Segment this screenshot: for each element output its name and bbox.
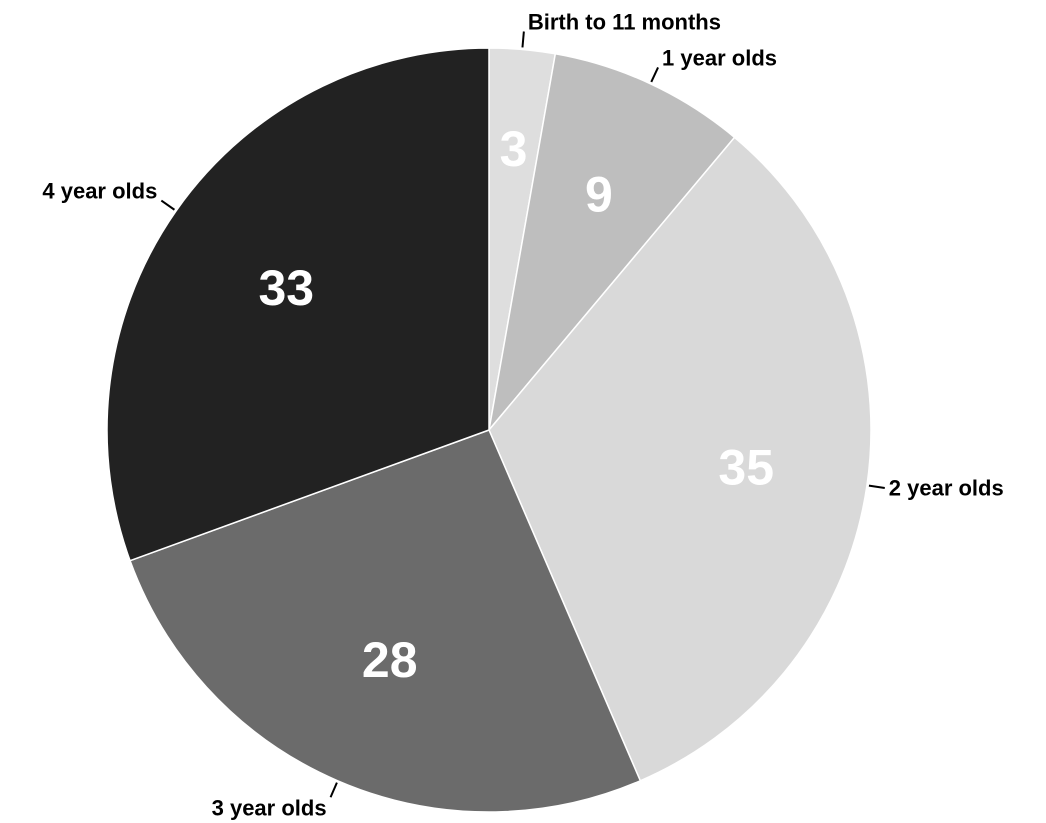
value-label-2-year-olds: 35 <box>718 440 774 496</box>
pie-slices <box>106 47 872 813</box>
pie-slice-2-year-olds <box>488 136 872 782</box>
value-label-1-year-olds: 9 <box>585 166 613 222</box>
category-label-3-year-olds: 3 year olds <box>212 795 327 820</box>
value-label-birth-to-11-months: 3 <box>500 121 528 177</box>
value-labels: 3 9 35 28 33 <box>258 121 774 688</box>
category-label-4-year-olds: 4 year olds <box>42 179 157 204</box>
leader-line-4-year-olds <box>160 199 176 211</box>
pie-slice-3-year-olds <box>129 429 642 813</box>
leader-line-birth-to-11-months <box>521 31 525 48</box>
category-label-1-year-olds: 1 year olds <box>662 45 777 70</box>
category-labels: Birth to 11 months 1 year olds 2 year olds… <box>42 10 1003 821</box>
category-label-2-year-olds: 2 year olds <box>889 475 1004 500</box>
pie-slice-1-year-olds <box>487 52 736 433</box>
leader-line-2-year-olds <box>868 484 885 489</box>
category-label-birth-to-11-months: Birth to 11 months <box>528 10 721 35</box>
value-label-3-year-olds: 28 <box>362 632 418 688</box>
value-label-4-year-olds: 33 <box>258 260 314 316</box>
leader-line-3-year-olds <box>329 782 338 798</box>
leader-line-1-year-olds <box>650 67 659 83</box>
leader-lines <box>160 31 885 798</box>
pie-slice-4-year-olds <box>106 47 490 562</box>
